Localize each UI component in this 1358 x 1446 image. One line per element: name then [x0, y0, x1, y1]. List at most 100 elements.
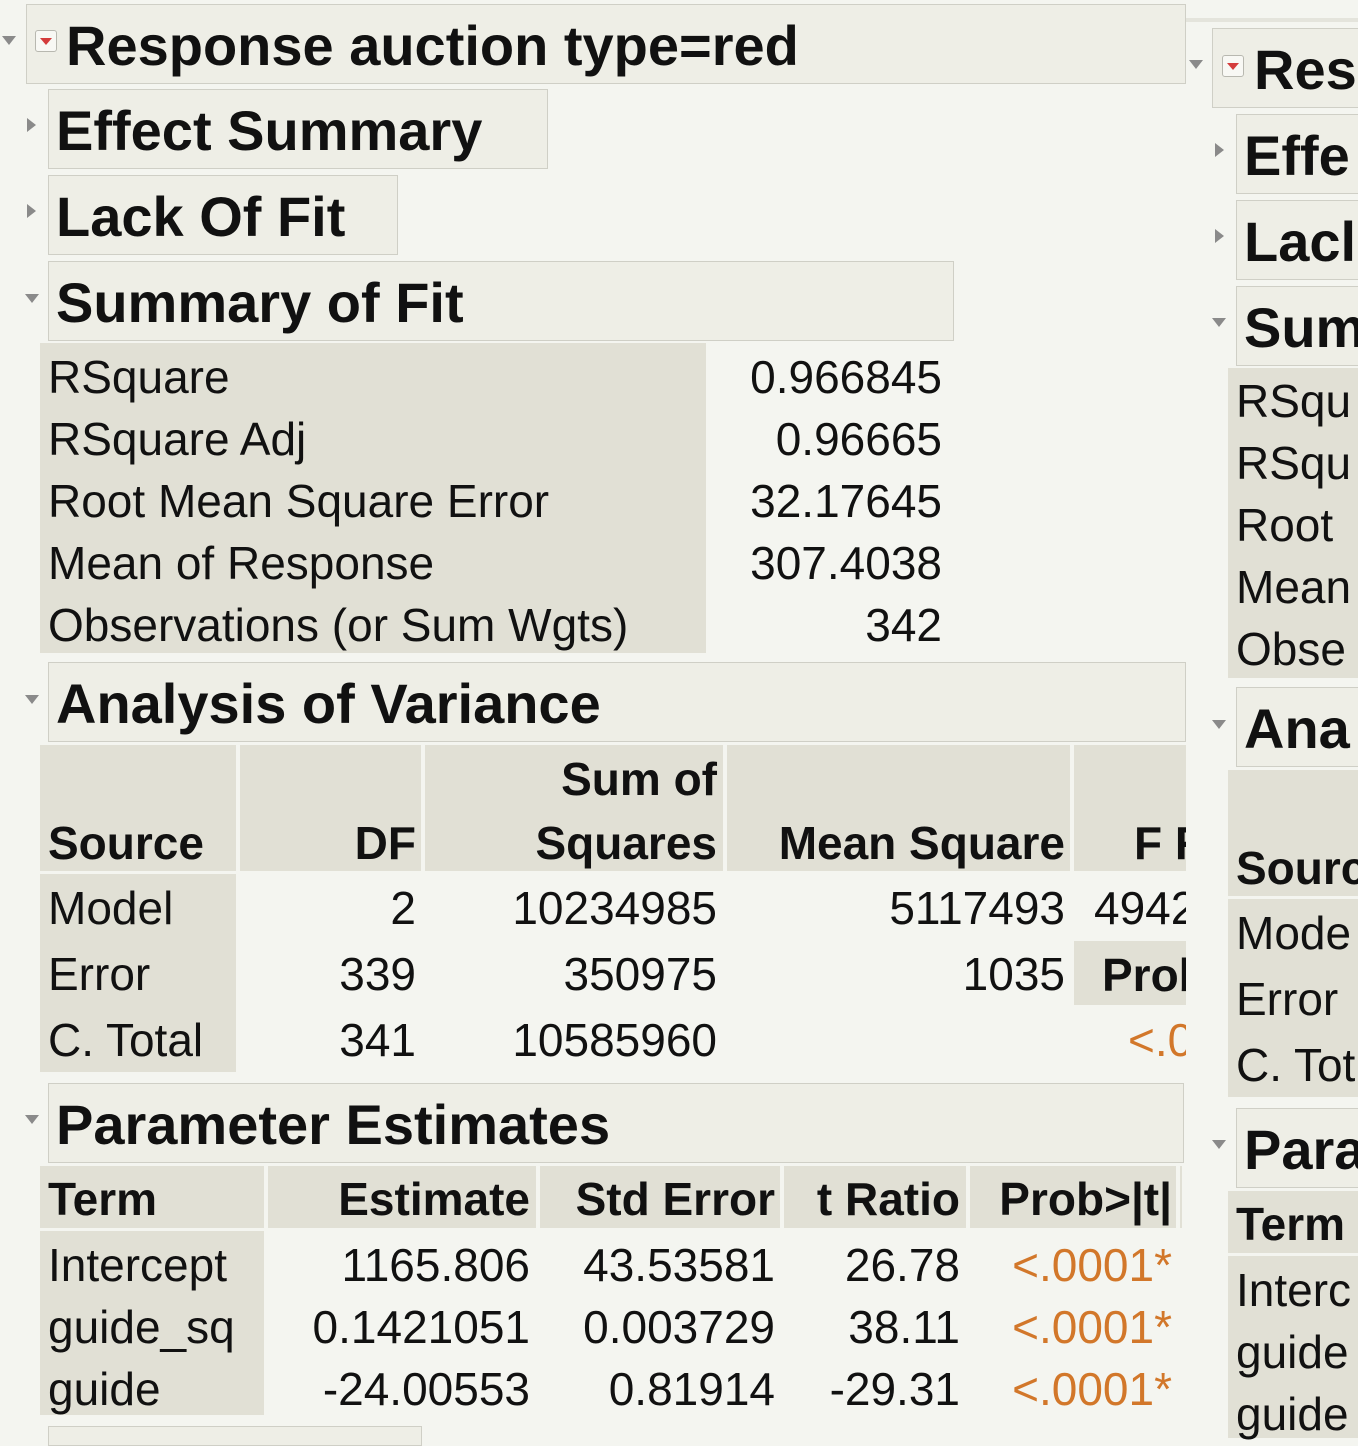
params-header-row [40, 1166, 1182, 1228]
param-tratio: -29.31 [829, 1363, 960, 1415]
disclosure-down-icon[interactable] [25, 695, 39, 704]
disclosure-right-icon[interactable] [1215, 143, 1224, 157]
param-term: guide [48, 1363, 161, 1415]
lack-of-fit-title: Lack Of Fit [56, 185, 346, 248]
anova-df: 2 [390, 882, 416, 934]
anova-source: C. Total [48, 1014, 204, 1066]
params-col-stderr: Std Error [575, 1173, 775, 1225]
right-effect-summary-title: Effe [1244, 124, 1350, 187]
params-col-tratio: t Ratio [816, 1173, 960, 1225]
anova-col-f: F R [1134, 817, 1186, 869]
anova-header-row [40, 745, 1186, 871]
right-params-col-term: Term [1236, 1198, 1346, 1250]
analysis-of-variance-title: Analysis of Variance [56, 672, 601, 735]
anova-df: 341 [339, 1014, 416, 1066]
next-section-header[interactable] [48, 1426, 422, 1446]
summary-of-fit-title: Summary of Fit [56, 271, 464, 334]
right-anova-col-source: Sourc [1236, 842, 1358, 894]
disclosure-down-icon[interactable] [25, 294, 39, 303]
anova-f-ratio: 4942 [1094, 882, 1186, 934]
params-term-column [40, 1231, 264, 1415]
report-title: Response auction type=red [66, 14, 799, 77]
param-estimate: 0.1421051 [312, 1301, 530, 1353]
param-term: Intercept [48, 1239, 227, 1291]
column-divider [236, 745, 240, 871]
parameter-estimates-title: Parameter Estimates [56, 1093, 611, 1156]
right-lack-of-fit-header[interactable] [1236, 200, 1358, 280]
anova-prob-f-header: Prob [1102, 949, 1186, 1001]
right-report-title-header[interactable] [1212, 28, 1358, 108]
param-estimate: 1165.806 [341, 1239, 530, 1291]
right-params-header-row [1228, 1191, 1358, 1253]
anova-col-f-clip: F R [1074, 810, 1186, 870]
sof-value: 0.96665 [775, 413, 942, 465]
right-sof-label: Mean [1236, 561, 1352, 613]
right-lack-of-fit-title: Lacl [1244, 210, 1357, 273]
disclosure-right-icon[interactable] [1215, 229, 1224, 243]
disclosure-down-icon[interactable] [1212, 720, 1226, 729]
anova-col-source: Source [48, 817, 204, 869]
disclosure-down-icon[interactable] [1212, 1140, 1226, 1149]
right-report-title: Res [1254, 38, 1357, 101]
column-divider [264, 1166, 268, 1228]
param-term: guide_sq [48, 1301, 235, 1353]
anova-source: Model [48, 882, 174, 934]
params-col-term: Term [48, 1173, 158, 1225]
param-prob: <.0001* [1012, 1301, 1172, 1353]
disclosure-down-icon[interactable] [2, 36, 16, 45]
parameter-estimates-header[interactable] [48, 1083, 1184, 1163]
effect-summary-header[interactable] [48, 89, 548, 169]
right-params-header[interactable] [1236, 1108, 1358, 1188]
right-sof-label: RSqu [1236, 375, 1352, 427]
param-prob: <.0001* [1012, 1363, 1172, 1415]
params-col-estimate: Estimate [338, 1173, 530, 1225]
right-sof-label-column [1228, 368, 1358, 678]
anova-ss: 10234985 [512, 882, 717, 934]
column-divider [421, 745, 425, 871]
report-title-header[interactable] [26, 4, 1186, 84]
param-stderr: 0.81914 [608, 1363, 775, 1415]
right-sof-label: Obse [1236, 623, 1346, 675]
anova-f-clip: 4942 [1074, 880, 1186, 936]
param-prob: <.0001* [1012, 1239, 1172, 1291]
lack-of-fit-header[interactable] [48, 175, 398, 255]
right-effect-summary-header[interactable] [1236, 114, 1358, 194]
column-divider [723, 745, 727, 871]
disclosure-down-icon[interactable] [25, 1115, 39, 1124]
effect-summary-title: Effect Summary [56, 99, 483, 162]
sof-value: 0.966845 [750, 351, 942, 403]
disclosure-right-icon[interactable] [27, 204, 36, 218]
right-anova-header-row [1228, 770, 1358, 896]
right-panel-top-rule [1186, 18, 1358, 22]
column-divider [1070, 745, 1074, 871]
param-stderr: 0.003729 [583, 1301, 775, 1353]
right-anova-source: Mode [1236, 907, 1352, 959]
sof-label: Observations (or Sum Wgts) [48, 599, 629, 651]
column-divider [966, 1166, 970, 1228]
right-params-title: Para [1244, 1118, 1358, 1181]
analysis-of-variance-header[interactable] [48, 662, 1186, 742]
summary-of-fit-label-column [40, 343, 706, 653]
anova-ss: 350975 [563, 948, 718, 1000]
red-triangle-menu-icon[interactable] [35, 30, 57, 52]
anova-ss: 10585960 [512, 1014, 717, 1066]
summary-of-fit-header[interactable] [48, 261, 954, 341]
right-anova-source: Error [1236, 973, 1339, 1025]
right-param-term: guide [1236, 1326, 1349, 1378]
right-summary-of-fit-title: Sum [1244, 296, 1358, 359]
anova-df: 339 [339, 948, 416, 1000]
param-estimate: -24.00553 [322, 1363, 530, 1415]
disclosure-down-icon[interactable] [1189, 60, 1203, 69]
sof-value: 307.4038 [750, 537, 942, 589]
params-col-prob: Prob>|t| [999, 1173, 1172, 1225]
disclosure-down-icon[interactable] [1212, 318, 1226, 327]
param-tratio: 38.11 [848, 1301, 960, 1353]
disclosure-right-icon[interactable] [27, 118, 36, 132]
sof-label: Mean of Response [48, 537, 435, 589]
right-anova-title: Ana [1244, 697, 1350, 760]
red-triangle-menu-icon[interactable] [1222, 55, 1244, 77]
anova-col-df: DF [354, 817, 416, 869]
right-anova-source: C. Tot [1236, 1039, 1356, 1091]
right-summary-of-fit-header[interactable] [1236, 286, 1358, 366]
right-anova-header[interactable] [1236, 687, 1358, 767]
